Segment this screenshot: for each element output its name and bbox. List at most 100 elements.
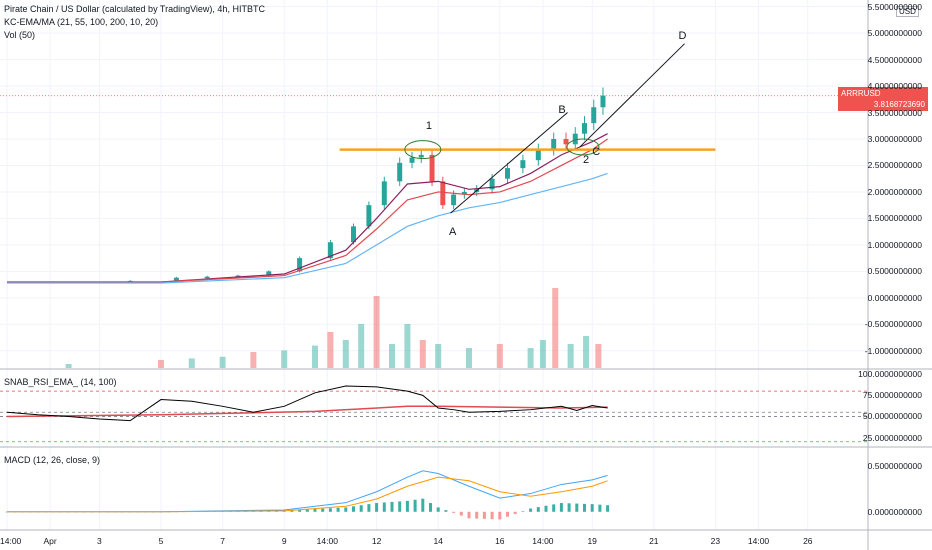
candle-body-14 <box>418 154 424 158</box>
candle-body-5 <box>235 275 241 278</box>
macd-hist-68 <box>529 508 533 512</box>
macd-hist-72 <box>559 503 563 512</box>
volume-bar-17 <box>527 348 534 368</box>
ema-line-1 <box>7 138 608 283</box>
ellipse-1 <box>404 140 442 160</box>
candle-body-27 <box>582 123 587 134</box>
volume-bar-6 <box>312 345 318 368</box>
time-axis-label-5: 9 <box>281 536 287 546</box>
macd-hist-39 <box>305 509 309 512</box>
trendline-d <box>579 43 685 148</box>
rsi-axis-label-1: 75.0000000000 <box>862 390 922 401</box>
candle-body-4 <box>204 276 210 279</box>
candle-body-10 <box>366 205 372 227</box>
macd-hist-49 <box>382 502 386 512</box>
macd-panel-title[interactable]: MACD (12, 26, close, 9) <box>4 455 101 465</box>
annotation-B: B <box>558 103 566 116</box>
candle-body-28 <box>591 107 597 124</box>
annotation-2: 2 <box>582 154 590 167</box>
macd-hist-40 <box>313 509 317 512</box>
candle-body-9 <box>351 226 356 243</box>
macd-hist-44 <box>344 507 348 512</box>
price-axis-label-11: 0.0000000000 <box>867 292 922 303</box>
annotation-A: A <box>448 225 457 238</box>
volume-bar-15 <box>466 348 472 368</box>
macd-axis-label-0: 0.5000000000 <box>867 461 922 472</box>
volume-bar-1 <box>158 360 164 368</box>
annotation-1: 1 <box>425 119 432 132</box>
price-axis-label-9: 1.0000000000 <box>867 239 922 250</box>
candle-body-24 <box>551 139 557 150</box>
candle-body-29 <box>600 95 606 108</box>
macd-hist-73 <box>567 503 571 512</box>
volume-bar-3 <box>219 356 226 368</box>
rsi-axis-label-3: 25.0000000000 <box>862 432 922 443</box>
indicator-kc-ema[interactable]: KC-EMA/MA (21, 55, 100, 200, 10, 20) <box>4 17 159 27</box>
volume-bar-12 <box>404 324 411 368</box>
time-axis-label-7: 12 <box>371 536 382 546</box>
macd-hist-77 <box>598 504 602 512</box>
candle-body-17 <box>451 194 457 206</box>
ellipse-2 <box>566 138 600 156</box>
indicator-volume[interactable]: Vol (50) <box>4 30 36 40</box>
volume-bar-11 <box>389 344 395 368</box>
candle-body-21 <box>505 168 510 179</box>
ema-line-0 <box>7 133 608 283</box>
volume-bar-19 <box>552 288 559 368</box>
candle-body-6 <box>266 271 272 276</box>
macd-hist-45 <box>352 506 355 512</box>
candle-body-20 <box>489 178 495 190</box>
candle-body-3 <box>173 277 179 281</box>
volume-bar-5 <box>281 350 288 368</box>
volume-bar-9 <box>358 324 365 368</box>
macd-hist-66 <box>513 511 517 514</box>
volume-bar-4 <box>250 352 257 368</box>
macd-hist-58 <box>452 511 456 513</box>
volume-bar-16 <box>496 344 503 368</box>
price-tag-countdown: 03:07:51 <box>893 111 925 120</box>
time-axis-label-9: 16 <box>495 536 505 546</box>
volume-bar-8 <box>342 340 349 368</box>
price-axis-label-1: 5.0000000000 <box>867 28 922 39</box>
candle-body-16 <box>440 181 446 206</box>
time-axis-label-13: 23 <box>710 536 721 546</box>
candle-body-12 <box>397 162 403 182</box>
macd-hist-42 <box>328 508 332 512</box>
candle-body-11 <box>381 181 387 206</box>
macd-hist-50 <box>390 501 394 512</box>
price-tag-symbol: ARRRUSD <box>841 89 881 98</box>
macd-hist-63 <box>490 511 494 520</box>
candle-body-18 <box>461 191 467 195</box>
macd-hist-61 <box>475 511 479 519</box>
volume-bar-2 <box>188 358 195 368</box>
time-axis-label-0: 14:00 <box>0 536 22 546</box>
rsi-axis-label-2: 50.0000000000 <box>862 411 922 422</box>
macd-hist-48 <box>375 503 379 512</box>
price-axis-label-2: 4.5000000000 <box>867 54 922 65</box>
macd-hist-46 <box>359 505 363 512</box>
macd-hist-59 <box>459 511 463 516</box>
price-axis-label-4: 3.5000000000 <box>867 107 922 118</box>
time-axis-label-4: 7 <box>220 536 225 546</box>
rsi-panel-title[interactable]: SNAB_RSI_EMA_ (14, 100) <box>4 377 117 387</box>
volume-bar-22 <box>595 344 602 368</box>
macd-hist-60 <box>467 511 471 519</box>
candle-body-13 <box>409 157 415 163</box>
macd-axis-label-1: 0.0000000000 <box>867 506 922 517</box>
macd-hist-57 <box>444 510 448 512</box>
price-axis-label-8: 1.5000000000 <box>867 213 922 224</box>
currency-label[interactable]: USD <box>896 6 919 17</box>
candle-body-23 <box>535 149 541 161</box>
ema-line-2 <box>7 172 608 284</box>
price-axis-label-13: -1.0000000000 <box>864 345 922 356</box>
macd-hist-47 <box>367 504 371 512</box>
price-axis-label-7: 2.0000000000 <box>867 186 922 197</box>
price-tag-value: 3.8168723690 <box>873 100 925 109</box>
macd-hist-70 <box>544 505 548 512</box>
rsi-ema-line <box>6 405 608 418</box>
macd-hist-53 <box>413 499 417 512</box>
price-axis-label-10: 0.5000000000 <box>867 266 922 277</box>
trendline-b <box>450 112 568 214</box>
